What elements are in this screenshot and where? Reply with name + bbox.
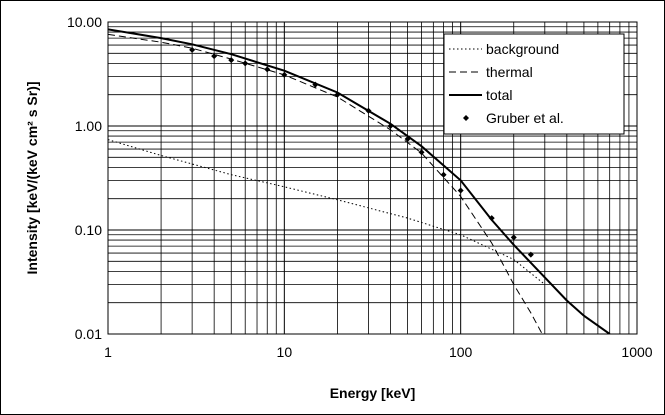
data-point <box>211 53 218 60</box>
data-point <box>404 135 411 142</box>
legend-box <box>443 33 625 135</box>
series-line-thermal <box>108 33 543 334</box>
y-tick-label: 0.10 <box>75 222 102 238</box>
data-point <box>510 234 517 241</box>
legend-marker <box>463 115 469 121</box>
plot-border <box>107 21 638 335</box>
y-tick-label: 10.00 <box>67 14 102 30</box>
data-point <box>264 66 271 73</box>
y-tick-labels: 10.00 1.00 0.10 0.01 <box>67 14 102 342</box>
data-point <box>440 171 447 178</box>
data-point <box>334 91 341 98</box>
x-axis-title: Energy [keV] <box>330 385 416 401</box>
data-point <box>189 46 196 53</box>
data-point <box>527 251 534 258</box>
legend-label: total <box>486 87 512 103</box>
data-point <box>242 60 249 67</box>
x-tick-label: 1 <box>104 344 112 360</box>
data-point <box>387 123 394 129</box>
legend-label: thermal <box>486 64 533 80</box>
legend-label: Gruber et al. <box>486 110 564 126</box>
data-point <box>228 57 235 64</box>
data-point <box>488 215 495 222</box>
data-point <box>418 149 425 156</box>
x-tick-label: 10 <box>277 344 293 360</box>
y-tick-label: 0.01 <box>75 326 102 342</box>
legend-label: background <box>486 41 559 57</box>
y-axis-title: Intensity [keV/(keV cm² s Sr)] <box>24 82 40 275</box>
legend: background thermal total Gruber et al. <box>443 33 625 135</box>
data-point <box>365 107 372 114</box>
data-point <box>457 187 464 194</box>
x-tick-label: 1000 <box>621 344 652 360</box>
series-layer <box>108 28 611 334</box>
y-tick-label: 1.00 <box>75 118 102 134</box>
series-line-total <box>108 28 611 334</box>
x-tick-label: 100 <box>449 344 473 360</box>
data-point <box>281 71 288 78</box>
series-line-background <box>108 139 546 285</box>
x-tick-labels: 1 10 100 1000 <box>104 344 653 360</box>
data-point <box>312 81 319 88</box>
